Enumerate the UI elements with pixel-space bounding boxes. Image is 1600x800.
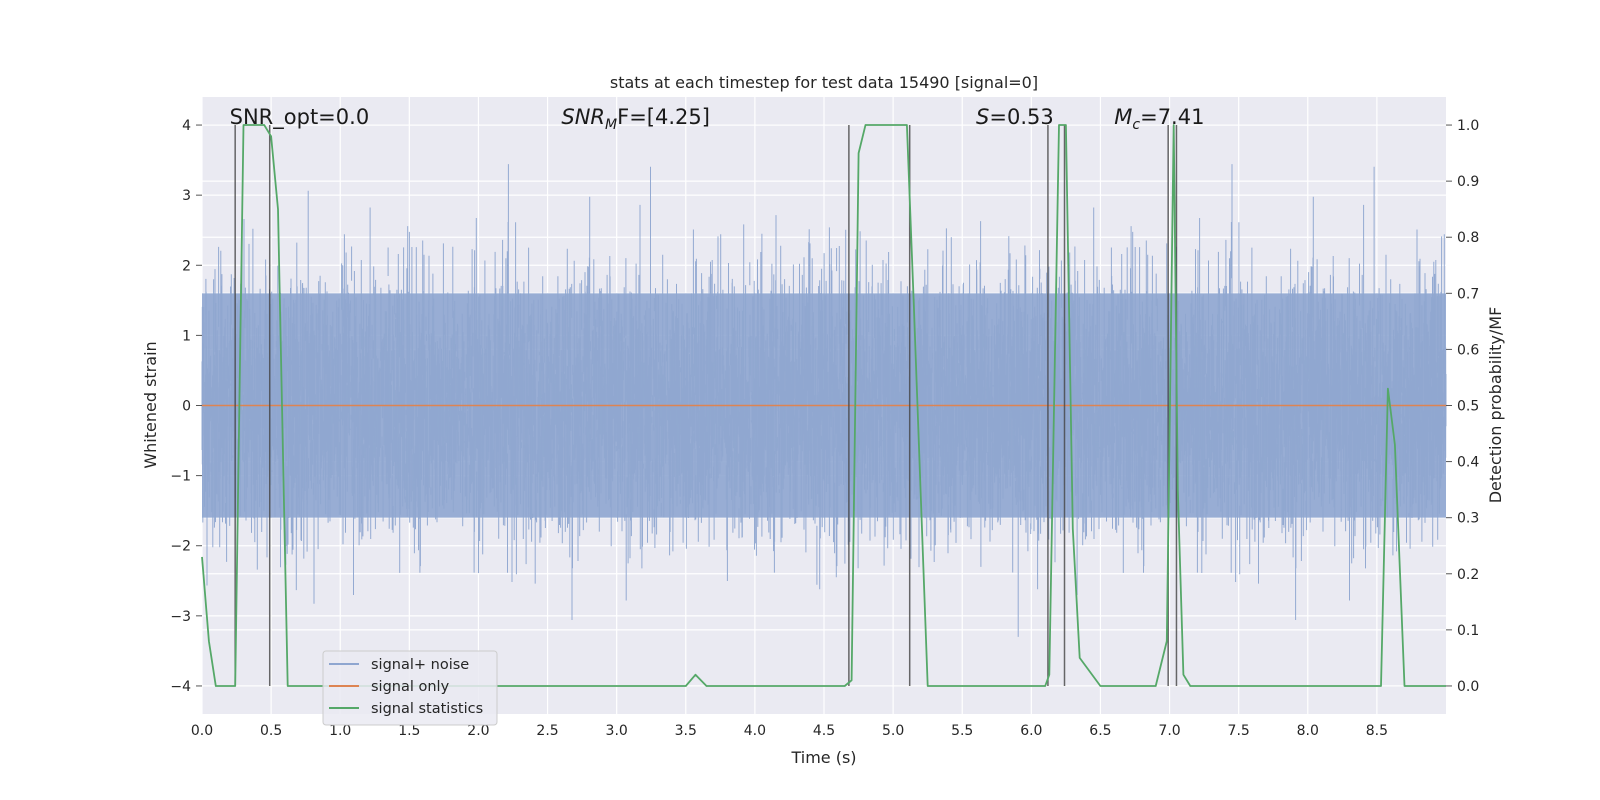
tick-layer: 0.0 0.5 1.0 1.5 2.0 2.5 3.0 3.5 4.0 4.5 5.0 5.5 6.0 6… xyxy=(170,118,1479,739)
legend-label-noise: signal+ noise xyxy=(371,657,469,673)
y-tick-label-right: 0.3 xyxy=(1457,511,1479,527)
annotation-value: =0.53 xyxy=(989,105,1053,129)
y-tick-label-left: 0 xyxy=(182,399,191,415)
annotation-snr-mf: SNRMF=[4.25] xyxy=(561,105,710,133)
annotation-main: S xyxy=(976,105,989,129)
y-tick-label-left: 1 xyxy=(182,328,191,344)
x-tick-label: 7.5 xyxy=(1228,723,1250,739)
y-tick-label-left: −4 xyxy=(170,679,191,695)
x-tick-label: 4.5 xyxy=(813,723,835,739)
y-tick-label-left: 2 xyxy=(182,258,191,274)
legend-box xyxy=(322,650,498,726)
x-tick-label: 8.5 xyxy=(1366,723,1388,739)
x-tick-label: 3.5 xyxy=(675,723,697,739)
y-tick-label-left: −2 xyxy=(170,539,191,555)
annotation-sub: c xyxy=(1132,117,1140,133)
legend-label-stats: signal statistics xyxy=(371,701,483,717)
y-tick-label-right: 0.8 xyxy=(1457,230,1479,246)
y-tick-label-right: 0.6 xyxy=(1457,342,1479,358)
chart-title: stats at each timestep for test data 154… xyxy=(610,73,1038,92)
y-tick-label-left: −3 xyxy=(170,609,191,625)
y-tick-label-right: 0.5 xyxy=(1457,399,1479,415)
y-tick-label-right: 0.7 xyxy=(1457,286,1479,302)
x-tick-label: 7.0 xyxy=(1158,723,1180,739)
annotation-mc: Mc=7.41 xyxy=(1114,105,1204,133)
x-tick-label: 1.5 xyxy=(398,723,420,739)
y-tick-label-right: 0.0 xyxy=(1457,679,1479,695)
x-axis-label: Time (s) xyxy=(790,748,856,767)
signal-statistics-line xyxy=(201,124,1446,687)
y-tick-label-left: −1 xyxy=(170,469,191,485)
x-tick-label: 2.5 xyxy=(536,723,558,739)
annotation-snr-opt: SNR_opt=0.0 xyxy=(230,105,370,130)
y-axis-label-left: Whitened strain xyxy=(141,341,160,468)
x-tick-label: 4.0 xyxy=(744,723,766,739)
annotation-sub: M xyxy=(605,117,617,133)
legend-label-signal: signal only xyxy=(371,679,450,695)
x-tick-label: 6.0 xyxy=(1020,723,1042,739)
annotation-s: S=0.53 xyxy=(976,105,1054,129)
annotation-main: SNR xyxy=(561,105,605,129)
annotation-value: F=[4.25] xyxy=(617,105,710,129)
x-tick-label: 0.5 xyxy=(260,723,282,739)
x-tick-label: 6.5 xyxy=(1089,723,1111,739)
x-tick-label: 5.0 xyxy=(882,723,904,739)
y-tick-label-right: 0.9 xyxy=(1457,174,1479,190)
x-tick-label: 0.0 xyxy=(191,723,213,739)
x-tick-label: 8.0 xyxy=(1297,723,1319,739)
x-tick-label: 5.5 xyxy=(951,723,973,739)
x-tick-label: 2.0 xyxy=(467,723,489,739)
y-tick-label-left: 4 xyxy=(182,118,191,134)
legend: signal+ noise signal only signal statist… xyxy=(322,650,498,726)
y-tick-label-right: 1.0 xyxy=(1457,118,1479,134)
y-tick-label-right: 0.4 xyxy=(1457,455,1479,471)
signal-statistics-series xyxy=(201,124,1446,687)
y-tick-label-left: 3 xyxy=(182,188,191,204)
y-tick-label-right: 0.1 xyxy=(1457,623,1479,639)
y-tick-label-right: 0.2 xyxy=(1457,567,1479,583)
annotation-value: =7.41 xyxy=(1140,105,1204,129)
x-tick-label: 1.0 xyxy=(329,723,351,739)
y-axis-label-right: Detection probability/MF xyxy=(1486,307,1505,504)
x-tick-label: 3.0 xyxy=(606,723,628,739)
annotation-main: M xyxy=(1114,105,1132,129)
